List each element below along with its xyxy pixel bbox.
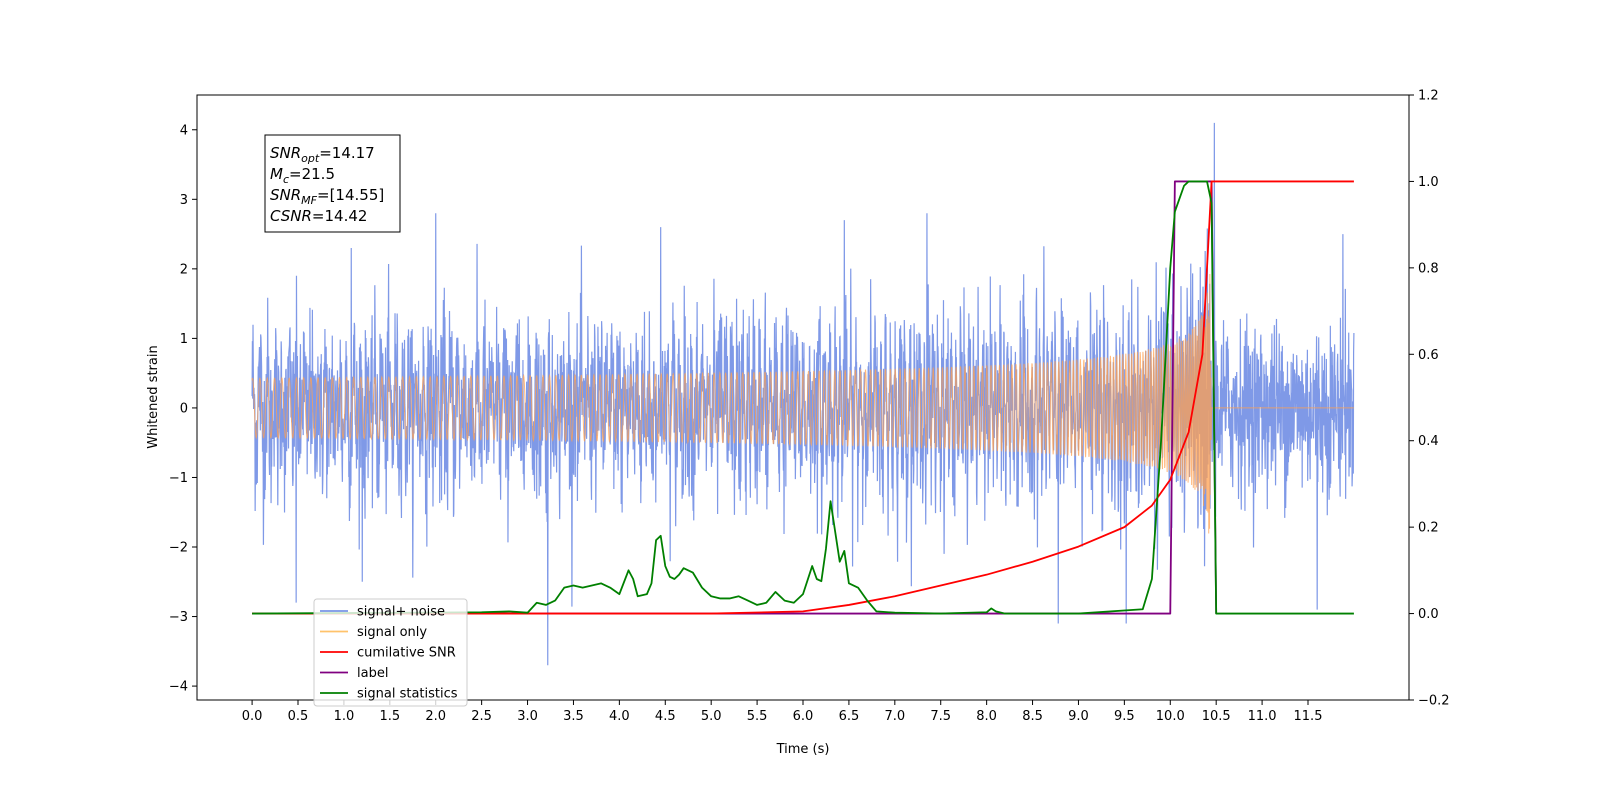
x-tick-label: 0.5 [288,709,309,724]
x-tick-label: 5.0 [701,709,722,724]
y-left-tick-label: −3 [169,610,188,625]
x-tick-label: 1.0 [334,709,355,724]
y-right-tick-label: 1.0 [1418,175,1439,190]
y-left-tick-label: 3 [180,193,188,208]
legend-label: signal statistics [357,687,458,702]
x-tick-label: 2.0 [425,709,446,724]
y-left-tick-label: 4 [180,123,188,138]
x-tick-label: 11.5 [1294,709,1323,724]
x-axis: 0.0 0.5 1.0 1.5 2.0 2.5 3.0 3.5 4.0 4.5 5.0 5.5 6.0 6… [242,700,1323,724]
x-tick-label: 11.0 [1248,709,1277,724]
y-left-tick-label: 2 [180,262,188,277]
y-left-tick-label: 0 [180,401,188,416]
x-tick-label: 7.0 [884,709,905,724]
x-axis-label: Time (s) [776,742,830,757]
annotation-line: CSNR=14.42 [270,207,367,225]
x-tick-label: 6.5 [839,709,860,724]
x-tick-label: 3.5 [563,709,584,724]
x-tick-label: 1.5 [379,709,400,724]
y-right-tick-label: 1.2 [1418,89,1439,104]
x-tick-label: 7.5 [930,709,951,724]
series-cumulative-snr [252,180,1354,615]
y-right-tick-label: 0.2 [1418,521,1439,536]
x-tick-label: 3.0 [517,709,538,724]
plot-area [251,122,1355,666]
series-signal-only [251,273,1354,534]
y-axis-left: −4 −3 −2 −1 0 1 2 3 4 [169,123,197,695]
legend-frame [313,598,468,707]
legend: signal+ noise signal only cumilative SNR la… [313,598,468,707]
x-tick-label: 6.0 [793,709,814,724]
x-tick-label: 4.0 [609,709,630,724]
y-right-tick-label: 0.8 [1418,261,1439,276]
y-right-tick-label: 0.0 [1418,607,1439,622]
y-left-tick-label: 1 [180,332,188,347]
y-left-tick-label: −2 [169,541,188,556]
x-tick-label: 8.0 [976,709,997,724]
annotation-line: SNRMF=[14.55] [270,186,384,207]
x-tick-label: 9.0 [1068,709,1089,724]
series-signal-statistics [252,180,1354,615]
x-tick-label: 8.5 [1022,709,1043,724]
y-axis-label: Whitened strain [146,345,161,448]
x-tick-label: 5.5 [747,709,768,724]
legend-label: signal only [357,625,427,640]
annotation-line: SNRopt=14.17 [270,144,375,165]
x-tick-label: 4.5 [655,709,676,724]
x-tick-label: 10.5 [1202,709,1231,724]
legend-label: label [357,666,388,681]
x-tick-label: 0.0 [242,709,263,724]
y-axis-right: −0.2 0.0 0.2 0.4 0.6 0.8 1.0 1.2 [1409,89,1450,709]
y-right-tick-label: 0.4 [1418,434,1439,449]
x-tick-label: 9.5 [1114,709,1135,724]
y-right-tick-label: 0.6 [1418,348,1439,363]
y-right-tick-label: −0.2 [1418,694,1450,709]
legend-label: signal+ noise [357,605,445,620]
metrics-annotation-box: SNRopt=14.17Mc=21.5SNRMF=[14.55]CSNR=14.… [264,134,401,233]
y-left-tick-label: −4 [169,680,188,695]
annotation-line: Mc=21.5 [270,165,335,186]
x-tick-label: 2.5 [471,709,492,724]
annotation-frame [264,134,401,233]
legend-label: cumilative SNR [357,646,456,661]
y-left-tick-label: −1 [169,471,188,486]
x-tick-label: 10.0 [1156,709,1185,724]
